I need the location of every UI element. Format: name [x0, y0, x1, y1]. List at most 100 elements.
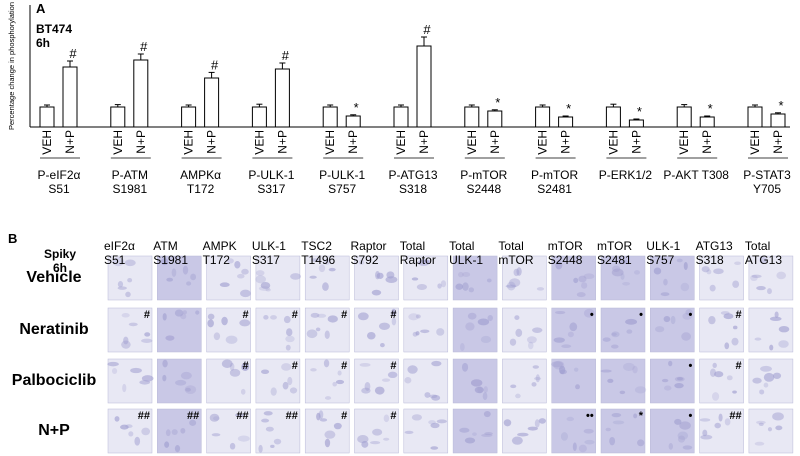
series-label: VEH	[252, 130, 266, 155]
column-label: ULK-1 S757	[646, 239, 681, 267]
blot-texture	[775, 425, 783, 431]
bar	[393, 106, 409, 128]
blot-texture	[221, 316, 228, 326]
blot-texture	[335, 379, 345, 385]
x-tick-label: P-mTOR S2481	[531, 168, 579, 196]
blot-texture	[407, 365, 418, 374]
blot-texture	[513, 268, 520, 277]
significance-mark: #	[735, 309, 741, 321]
blot-texture	[383, 437, 390, 441]
blot-texture	[128, 431, 134, 437]
blot-texture	[371, 289, 382, 296]
blot-texture	[241, 362, 250, 371]
bar	[133, 59, 149, 128]
blot-texture	[713, 268, 724, 275]
blot-texture	[477, 318, 490, 326]
series-label: VEH	[111, 130, 125, 155]
blot-texture	[551, 361, 563, 368]
blot-texture	[611, 331, 620, 338]
significance-mark: #	[341, 360, 347, 372]
blot-texture	[219, 282, 230, 287]
series-label: N+P	[771, 130, 785, 154]
blot-texture	[182, 265, 189, 275]
blot-texture	[457, 271, 464, 278]
blot-texture	[240, 289, 251, 298]
blot-texture	[315, 327, 321, 332]
blot-texture	[464, 437, 476, 444]
blot-texture	[718, 413, 723, 422]
x-tick-label: P-ULK-1 S317	[248, 168, 295, 196]
blot-texture	[472, 432, 477, 436]
blot-texture	[569, 322, 578, 332]
blot-texture	[117, 281, 124, 288]
bar	[535, 106, 551, 128]
blot-texture	[668, 360, 673, 367]
blot-texture	[767, 427, 773, 432]
blot-texture	[281, 363, 292, 371]
blot-image	[107, 307, 153, 353]
blot-texture	[560, 432, 568, 441]
blot-texture	[505, 284, 517, 288]
blot-texture	[182, 310, 187, 315]
blot-texture	[660, 292, 670, 297]
significance-mark: #	[144, 309, 150, 321]
blot-texture	[511, 436, 523, 445]
blot-texture	[515, 393, 521, 399]
significance-mark: •	[688, 360, 692, 372]
blot-texture	[674, 383, 684, 389]
blot-texture	[664, 385, 672, 391]
blot-texture	[487, 315, 493, 322]
blot-texture	[462, 282, 469, 291]
blot-texture	[778, 340, 789, 348]
blot-image	[699, 358, 744, 404]
bar	[770, 113, 786, 128]
blot-texture	[287, 376, 293, 386]
blot-image	[748, 408, 794, 454]
blot-texture	[290, 273, 302, 280]
blot-texture	[682, 445, 693, 450]
blot-image	[255, 255, 301, 301]
blot-texture	[503, 419, 512, 427]
blot-texture	[273, 438, 282, 445]
blot-texture	[285, 344, 291, 351]
blot-texture	[122, 383, 127, 393]
blot-texture	[734, 261, 741, 265]
blot-texture	[416, 284, 428, 291]
blot-texture	[411, 277, 419, 281]
blot-texture	[607, 378, 614, 383]
blot-texture	[573, 367, 579, 372]
blot-texture	[333, 422, 342, 430]
blot-texture	[663, 278, 668, 286]
x-tick-label: P-eIF2α S51	[37, 168, 81, 196]
blot-texture	[758, 422, 764, 427]
blot-texture	[619, 390, 626, 395]
blot-texture	[509, 338, 517, 346]
series-label: VEH	[394, 130, 408, 155]
significance-mark: •	[639, 309, 643, 321]
blot-texture	[609, 436, 616, 446]
blot-texture	[286, 328, 293, 337]
significance-mark: *	[495, 95, 500, 110]
blot-texture	[255, 275, 266, 284]
blot-texture	[680, 282, 690, 292]
blot-image	[304, 307, 350, 353]
blot-texture	[171, 268, 177, 277]
series-label: VEH	[323, 130, 337, 155]
blot-texture	[411, 414, 423, 421]
blot-texture	[404, 430, 414, 435]
significance-mark: #	[242, 360, 248, 372]
blot-texture	[723, 313, 734, 320]
blot-texture	[763, 372, 775, 382]
blot-texture	[361, 440, 369, 448]
x-tick-label: P-ATM S1981	[111, 168, 149, 196]
blot-texture	[289, 387, 298, 394]
blot-texture	[670, 315, 676, 325]
blot-texture	[107, 361, 119, 367]
blot-texture	[553, 337, 565, 343]
blot-texture	[637, 439, 645, 447]
blot-texture	[270, 315, 277, 320]
blot-texture	[778, 325, 790, 333]
blot-texture	[535, 374, 540, 383]
blot-texture	[117, 286, 127, 290]
significance-mark: *	[778, 98, 783, 113]
